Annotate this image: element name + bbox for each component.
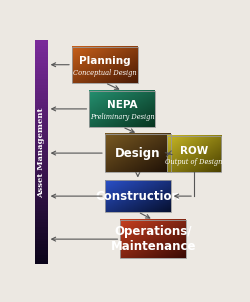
Bar [35, 233, 48, 236]
Bar [35, 85, 48, 88]
Bar [35, 214, 48, 217]
Bar [35, 93, 48, 97]
Bar [35, 194, 48, 197]
Bar [35, 46, 48, 49]
Bar [35, 211, 48, 214]
Bar [35, 57, 48, 60]
Bar [35, 219, 48, 222]
Bar [120, 220, 186, 258]
Bar [35, 138, 48, 141]
Bar [35, 236, 48, 239]
Bar [35, 116, 48, 119]
Text: Operations/
Maintenance: Operations/ Maintenance [110, 225, 196, 253]
Bar [35, 77, 48, 80]
Bar [35, 180, 48, 183]
Bar [35, 130, 48, 133]
Bar [35, 104, 48, 108]
Bar [105, 134, 171, 172]
Bar [35, 250, 48, 253]
Bar [35, 202, 48, 206]
Bar [72, 47, 138, 83]
Bar [35, 43, 48, 47]
Bar [35, 79, 48, 83]
Bar [35, 185, 48, 189]
Bar [35, 166, 48, 169]
Bar [35, 113, 48, 116]
Bar [35, 60, 48, 63]
Bar [35, 135, 48, 139]
Text: Output of Design: Output of Design [165, 158, 223, 166]
Bar [35, 174, 48, 178]
Bar [35, 216, 48, 220]
Bar [35, 119, 48, 122]
Bar [35, 96, 48, 99]
Bar [35, 230, 48, 233]
Bar [35, 49, 48, 52]
Text: Asset Management: Asset Management [38, 107, 46, 198]
Bar [35, 133, 48, 136]
Bar [35, 252, 48, 256]
Text: Design: Design [115, 146, 160, 159]
Text: ROW: ROW [180, 146, 208, 156]
Bar [35, 141, 48, 144]
Bar [35, 110, 48, 114]
Bar [35, 163, 48, 166]
Bar [90, 91, 155, 127]
Bar [35, 169, 48, 172]
Text: NEPA: NEPA [107, 100, 138, 110]
Bar [35, 155, 48, 158]
Bar [35, 197, 48, 200]
Bar [35, 191, 48, 194]
Text: Preliminary Design: Preliminary Design [90, 113, 154, 121]
Bar [35, 40, 48, 44]
Bar [35, 146, 48, 150]
Bar [35, 102, 48, 105]
Bar [35, 241, 48, 245]
Bar [35, 183, 48, 186]
Bar [35, 82, 48, 85]
Bar [35, 52, 48, 55]
Bar [35, 66, 48, 69]
Text: Conceptual Design: Conceptual Design [73, 69, 137, 77]
Bar [35, 121, 48, 125]
Bar [35, 177, 48, 180]
Bar [35, 127, 48, 130]
Bar [35, 63, 48, 66]
Bar [35, 54, 48, 58]
Bar [35, 208, 48, 211]
Bar [35, 172, 48, 175]
Bar [35, 239, 48, 242]
Bar [35, 149, 48, 153]
Bar [35, 99, 48, 102]
Bar [35, 158, 48, 161]
Bar [35, 91, 48, 94]
Text: Construction: Construction [96, 190, 180, 203]
Bar [105, 180, 171, 212]
Bar [167, 136, 221, 172]
Bar [35, 244, 48, 247]
Bar [35, 255, 48, 259]
Bar [35, 68, 48, 72]
Bar [35, 225, 48, 228]
Bar [35, 124, 48, 127]
Bar [35, 74, 48, 77]
Bar [35, 222, 48, 225]
Bar [35, 188, 48, 191]
Bar [35, 258, 48, 261]
Bar [35, 152, 48, 155]
Bar [35, 144, 48, 147]
Bar [35, 108, 48, 111]
Bar [35, 205, 48, 208]
Bar [35, 261, 48, 264]
Bar [35, 71, 48, 74]
Text: Planning: Planning [79, 56, 131, 66]
Bar [35, 227, 48, 231]
Bar [35, 200, 48, 203]
Bar [35, 88, 48, 91]
Bar [35, 247, 48, 250]
Bar [35, 160, 48, 164]
